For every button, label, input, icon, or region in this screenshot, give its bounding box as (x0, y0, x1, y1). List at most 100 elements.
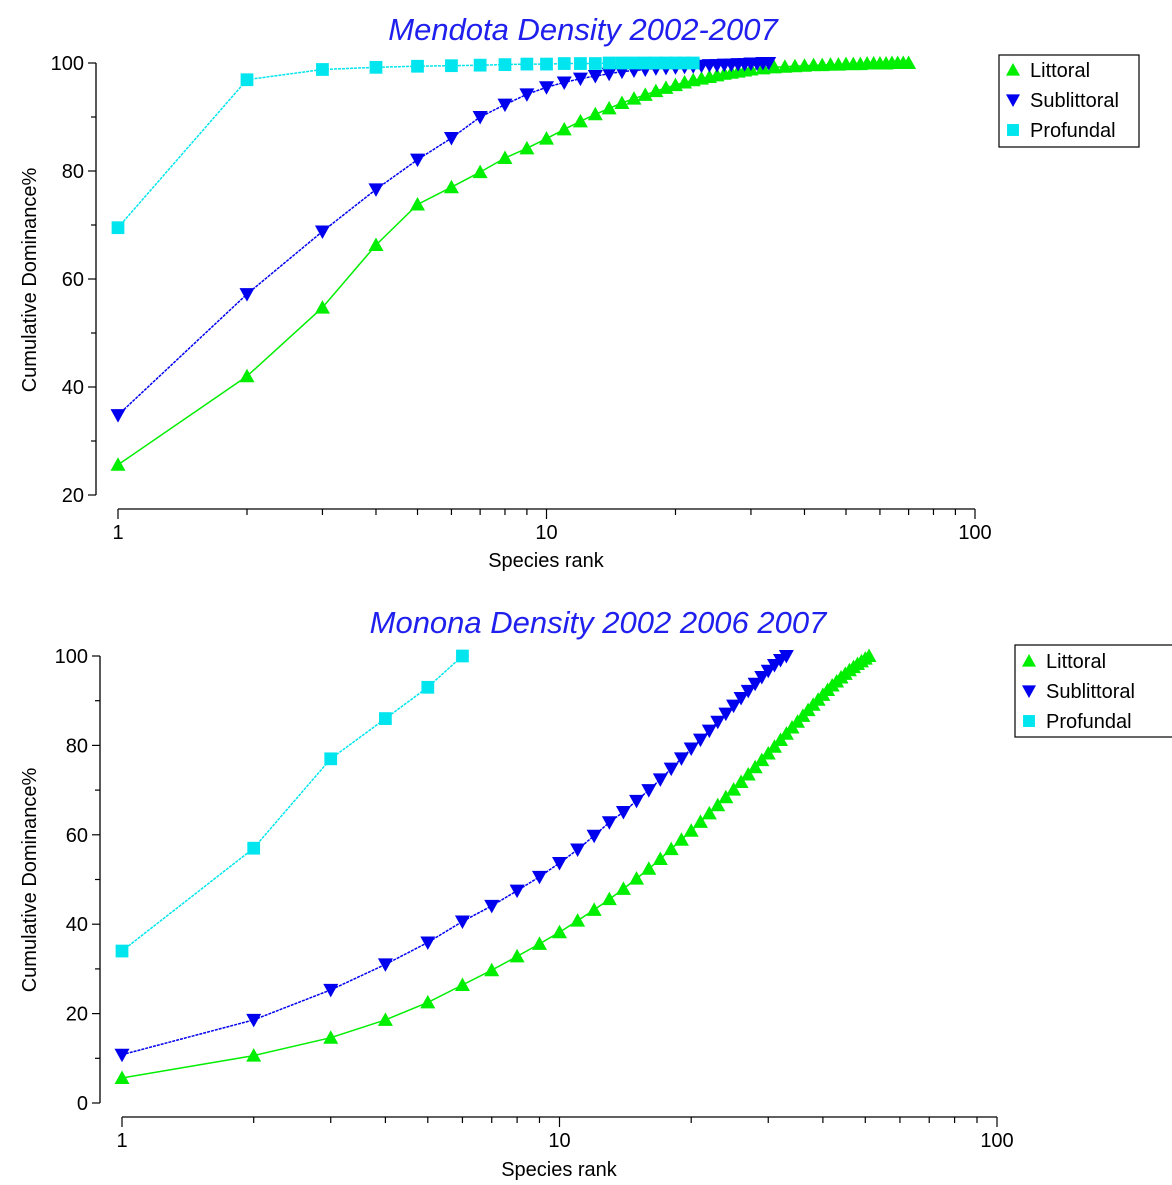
data-point (520, 57, 534, 71)
data-point (240, 73, 254, 87)
data-point (683, 742, 699, 757)
data-point (588, 57, 602, 70)
y-tick-label: 60 (62, 269, 84, 291)
data-point (509, 884, 525, 899)
data-point (368, 237, 384, 251)
chart-mendota: Mendota Density 2002-2007 Cumulative Dom… (19, 12, 1140, 572)
data-point (445, 59, 458, 73)
plot-area (114, 648, 877, 1084)
data-point (443, 179, 459, 194)
data-point (484, 899, 500, 914)
data-point (652, 851, 668, 865)
series-line (117, 62, 694, 229)
legend-marker (1023, 715, 1035, 727)
data-point (615, 56, 629, 70)
series-littoral (114, 648, 877, 1084)
legend: Littoral Sublittoral Profundal (1014, 644, 1172, 738)
data-point (484, 962, 500, 977)
x-axis-title: Species rank (501, 1159, 618, 1181)
legend-label: Littoral (1046, 651, 1106, 673)
data-point (754, 671, 770, 685)
data-point (443, 132, 459, 146)
series-line (121, 655, 870, 1079)
legend-label: Littoral (1030, 60, 1090, 82)
data-point (110, 409, 126, 423)
y-tick-label: 100 (55, 646, 88, 668)
data-point (777, 59, 793, 73)
axes: 0 20 40 60 80 100 1 10 100 (55, 646, 1014, 1152)
data-point (324, 752, 338, 766)
chart-title: Mendota Density 2002-2007 (388, 12, 779, 47)
legend-label: Profundal (1046, 711, 1132, 733)
data-point (574, 57, 587, 70)
y-tick-label: 40 (66, 914, 88, 936)
y-axis-title: Cumulative Dominance% (19, 168, 41, 393)
data-point (587, 69, 603, 84)
data-point (110, 457, 126, 471)
data-point (540, 57, 553, 71)
data-point (733, 774, 749, 789)
data-point (114, 1070, 130, 1084)
data-point (726, 699, 742, 714)
y-tick-label: 80 (62, 161, 84, 183)
axes: 20 40 60 80 100 1 10 100 (51, 53, 992, 544)
data-point (369, 60, 383, 74)
data-point (420, 936, 436, 951)
legend-marker (1022, 654, 1036, 667)
data-point (472, 164, 488, 179)
data-point (377, 1012, 393, 1026)
data-point (587, 106, 603, 121)
data-point (323, 983, 339, 998)
data-point (766, 59, 782, 74)
data-point (556, 76, 572, 90)
data-point (497, 150, 513, 165)
data-point (760, 664, 776, 679)
x-tick-label: 1 (112, 522, 123, 544)
data-point (410, 153, 426, 168)
data-point (641, 861, 657, 875)
data-point (747, 759, 763, 774)
data-point (627, 56, 641, 70)
data-point (570, 913, 586, 927)
data-point (420, 994, 436, 1009)
data-point (673, 832, 689, 846)
data-point (726, 782, 742, 796)
data-point (556, 121, 572, 136)
data-point (472, 111, 488, 125)
data-point (552, 856, 567, 871)
plot-area (110, 55, 917, 471)
chart-monona: Monona Density 2002 2006 2007 Cumulative… (19, 605, 1172, 1181)
data-point (454, 915, 470, 930)
y-tick-label: 80 (66, 735, 88, 757)
data-point (601, 891, 617, 906)
data-point (641, 784, 657, 798)
data-point (314, 225, 330, 239)
y-tick-label: 40 (62, 377, 84, 399)
x-tick-label: 100 (980, 1130, 1013, 1152)
data-point (701, 724, 717, 739)
data-point (701, 805, 717, 820)
data-point (552, 924, 567, 939)
data-point (740, 766, 756, 781)
data-point (710, 715, 726, 730)
data-point (861, 648, 877, 662)
x-tick-label: 10 (535, 522, 557, 544)
data-point (718, 707, 734, 722)
chart-title: Monona Density 2002 2006 2007 (370, 605, 828, 640)
y-tick-label: 100 (51, 53, 84, 75)
legend-box (1014, 644, 1172, 738)
data-point (377, 958, 393, 972)
series-sublittoral (110, 57, 777, 423)
series-line (121, 655, 463, 952)
data-point (473, 58, 487, 72)
data-point (710, 797, 726, 812)
data-point (663, 841, 679, 856)
data-point (539, 131, 554, 145)
y-tick-label: 20 (66, 1004, 88, 1026)
data-point (586, 902, 602, 916)
data-point (615, 881, 631, 895)
data-point (509, 948, 525, 963)
data-point (570, 843, 586, 858)
series-profundal (115, 649, 469, 958)
